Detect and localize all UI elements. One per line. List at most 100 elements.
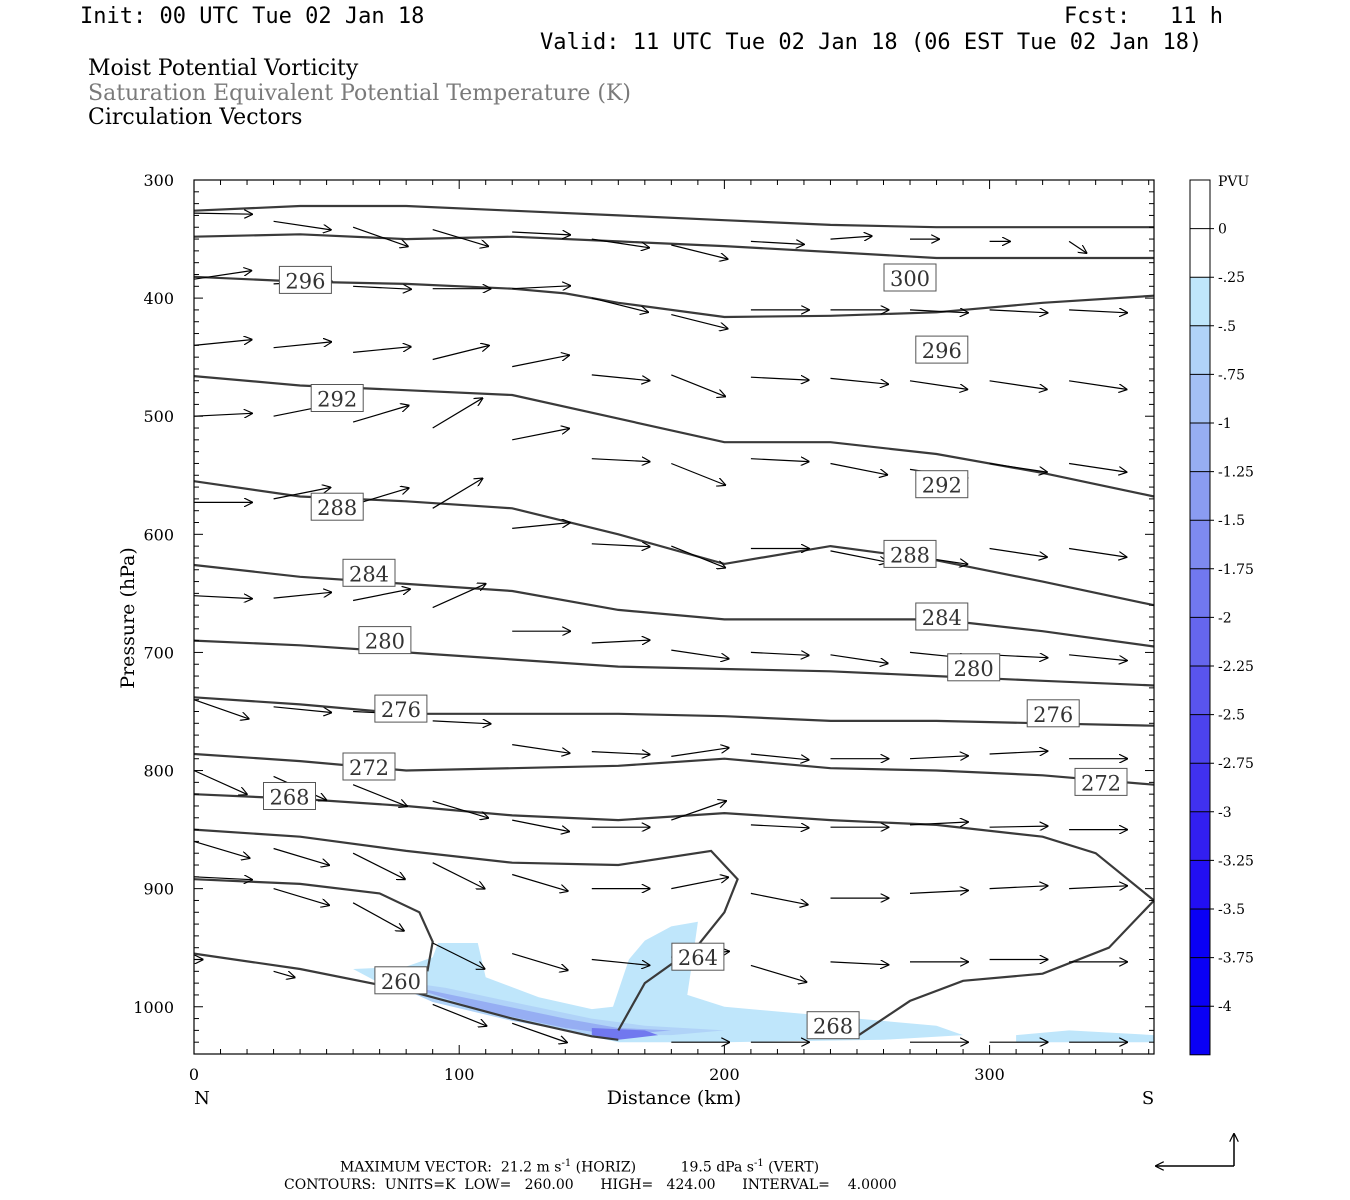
vector-22 xyxy=(989,310,1048,313)
vector-102 xyxy=(671,877,728,890)
y-tick-label: 400 xyxy=(143,289,174,308)
vert-max-value: 19.5 dPa s xyxy=(680,1159,754,1176)
valid-time: Valid: 11 UTC Tue 02 Jan 18 (06 EST Tue … xyxy=(540,30,1203,55)
contour-label-text: 264 xyxy=(678,946,718,970)
colorbar-swatch xyxy=(1190,374,1210,423)
contour-label-11: 300 xyxy=(883,263,937,292)
vector-123 xyxy=(512,1022,567,1042)
vector-115 xyxy=(750,964,807,982)
vert-tag: (VERT) xyxy=(768,1159,820,1176)
vector-25 xyxy=(273,342,332,349)
colorbar-label: -2.75 xyxy=(1218,756,1254,772)
colorbar-swatch xyxy=(1190,909,1210,958)
vector-36 xyxy=(193,413,252,416)
vector-108 xyxy=(193,877,252,880)
vector-90 xyxy=(671,801,726,821)
vector-30 xyxy=(671,374,725,397)
contour-line-9 xyxy=(193,793,1155,902)
colorbar-unit: PVU xyxy=(1218,174,1250,190)
y-tick-label: 900 xyxy=(143,880,174,899)
vector-82 xyxy=(989,751,1048,754)
contour-label-12: 296 xyxy=(915,335,969,364)
vector-27 xyxy=(432,346,489,361)
contour-label-text: 280 xyxy=(365,630,405,654)
colorbar-swatch xyxy=(1190,811,1210,861)
vector-49 xyxy=(273,488,331,500)
vector-56 xyxy=(830,550,888,562)
contour-label-text: 260 xyxy=(381,970,421,994)
vector-33 xyxy=(909,380,967,390)
vector-59 xyxy=(1069,547,1126,558)
vector-0 xyxy=(193,213,252,214)
axis-ticks: 0 100 200 300 300 400 500 600 700 800 900 1000 xyxy=(133,171,1154,1084)
contour-labels: 296 292 288 284 280 276 272 268 260 264 268 300 296 2… xyxy=(263,263,1128,1040)
contour-label-17: 276 xyxy=(1026,699,1080,728)
contour-label-text: 296 xyxy=(922,339,962,363)
vector-75 xyxy=(432,721,491,724)
x-tick-label: 300 xyxy=(974,1065,1005,1084)
contour-label-text: 272 xyxy=(349,756,389,780)
vector-88 xyxy=(512,819,569,831)
x-tick-label: 100 xyxy=(444,1065,475,1084)
contour-label-text: 268 xyxy=(813,1015,853,1039)
contour-label-text: 296 xyxy=(285,269,325,293)
vector-76 xyxy=(512,744,569,754)
contour-line-12 xyxy=(193,952,619,1041)
max-vector-label: MAXIMUM VECTOR: xyxy=(340,1159,492,1176)
colorbar-swatch xyxy=(1190,228,1210,278)
colorbar-label: -2.5 xyxy=(1218,708,1245,724)
vector-32 xyxy=(830,377,889,384)
vector-96 xyxy=(193,840,250,858)
vector-18 xyxy=(671,314,727,329)
x-end-label-right: S xyxy=(1142,1088,1154,1109)
x-end-label-left: N xyxy=(194,1088,210,1109)
vector-42 xyxy=(671,462,725,486)
vector-39 xyxy=(432,398,483,429)
vector-31 xyxy=(750,377,809,380)
vector-97 xyxy=(273,847,330,866)
contour-info: CONTOURS: UNITS=K LOW= 260.00 HIGH= 424.… xyxy=(284,1177,897,1193)
vector-84 xyxy=(193,769,247,795)
contour-line-13 xyxy=(856,899,1155,1038)
contour-line-2 xyxy=(193,275,1155,319)
vector-68 xyxy=(830,654,888,664)
contour-line-7 xyxy=(193,696,1155,727)
vector-113 xyxy=(591,958,650,966)
vector-43 xyxy=(750,459,809,462)
vector-116 xyxy=(830,962,889,965)
contour-label-text: 288 xyxy=(317,496,357,520)
contour-label-10: 268 xyxy=(806,1011,860,1040)
contour-label-3: 284 xyxy=(342,558,396,587)
vector-14 xyxy=(353,286,411,289)
y-tick-label: 500 xyxy=(143,407,174,426)
colorbar-label: 0 xyxy=(1218,222,1227,238)
vector-105 xyxy=(909,891,968,894)
vector-62 xyxy=(352,589,410,602)
vector-21 xyxy=(909,310,968,313)
contour-label-5: 276 xyxy=(374,694,428,723)
vector-106 xyxy=(989,886,1048,889)
y-tick-label: 600 xyxy=(143,525,174,544)
vector-58 xyxy=(989,547,1047,558)
vector-12 xyxy=(193,271,251,280)
vector-11 xyxy=(1068,240,1086,253)
colorbar-swatch xyxy=(1190,325,1210,375)
vector-71 xyxy=(1069,654,1127,661)
y-tick-label: 1000 xyxy=(133,998,174,1017)
colorbar-label: -.75 xyxy=(1218,367,1245,383)
contour-label-text: 276 xyxy=(381,698,421,722)
vector-17 xyxy=(591,297,648,312)
vector-3 xyxy=(432,229,489,247)
vector-87 xyxy=(432,800,489,818)
vector-110 xyxy=(352,902,404,931)
pv-region-0 xyxy=(353,921,964,1043)
y-tick-label: 800 xyxy=(143,762,174,781)
vector-23 xyxy=(1069,310,1127,313)
colorbar-label: -2 xyxy=(1218,610,1232,626)
contour-label-text: 300 xyxy=(890,267,930,291)
vector-93 xyxy=(909,822,968,825)
horiz-tag: (HORIZ) xyxy=(575,1159,637,1176)
vector-47 xyxy=(1069,462,1126,473)
vector-112 xyxy=(512,953,568,971)
